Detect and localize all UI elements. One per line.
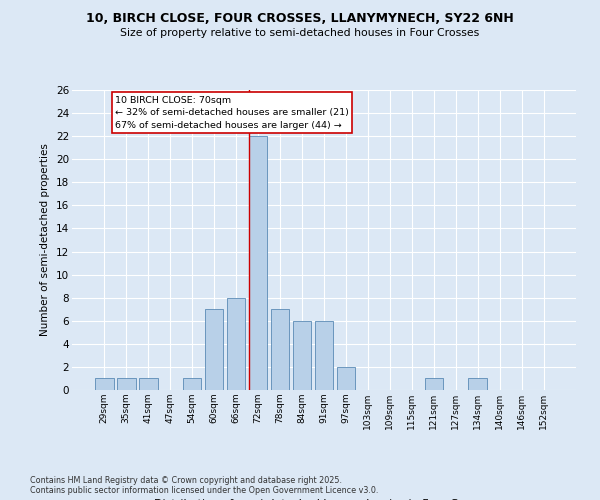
Bar	[271, 309, 289, 390]
Bar	[205, 309, 223, 390]
Bar	[227, 298, 245, 390]
Bar	[117, 378, 136, 390]
Text: Size of property relative to semi-detached houses in Four Crosses: Size of property relative to semi-detach…	[121, 28, 479, 38]
Y-axis label: Number of semi-detached properties: Number of semi-detached properties	[40, 144, 50, 336]
Bar	[95, 378, 113, 390]
X-axis label: Distribution of semi-detached houses by size in Four Crosses: Distribution of semi-detached houses by …	[154, 498, 494, 500]
Bar	[249, 136, 268, 390]
Bar	[183, 378, 202, 390]
Bar	[337, 367, 355, 390]
Bar	[314, 321, 334, 390]
Text: 10, BIRCH CLOSE, FOUR CROSSES, LLANYMYNECH, SY22 6NH: 10, BIRCH CLOSE, FOUR CROSSES, LLANYMYNE…	[86, 12, 514, 26]
Bar	[469, 378, 487, 390]
Text: 10 BIRCH CLOSE: 70sqm
← 32% of semi-detached houses are smaller (21)
67% of semi: 10 BIRCH CLOSE: 70sqm ← 32% of semi-deta…	[115, 96, 349, 130]
Bar	[139, 378, 158, 390]
Text: Contains HM Land Registry data © Crown copyright and database right 2025.
Contai: Contains HM Land Registry data © Crown c…	[30, 476, 379, 495]
Bar	[425, 378, 443, 390]
Bar	[293, 321, 311, 390]
